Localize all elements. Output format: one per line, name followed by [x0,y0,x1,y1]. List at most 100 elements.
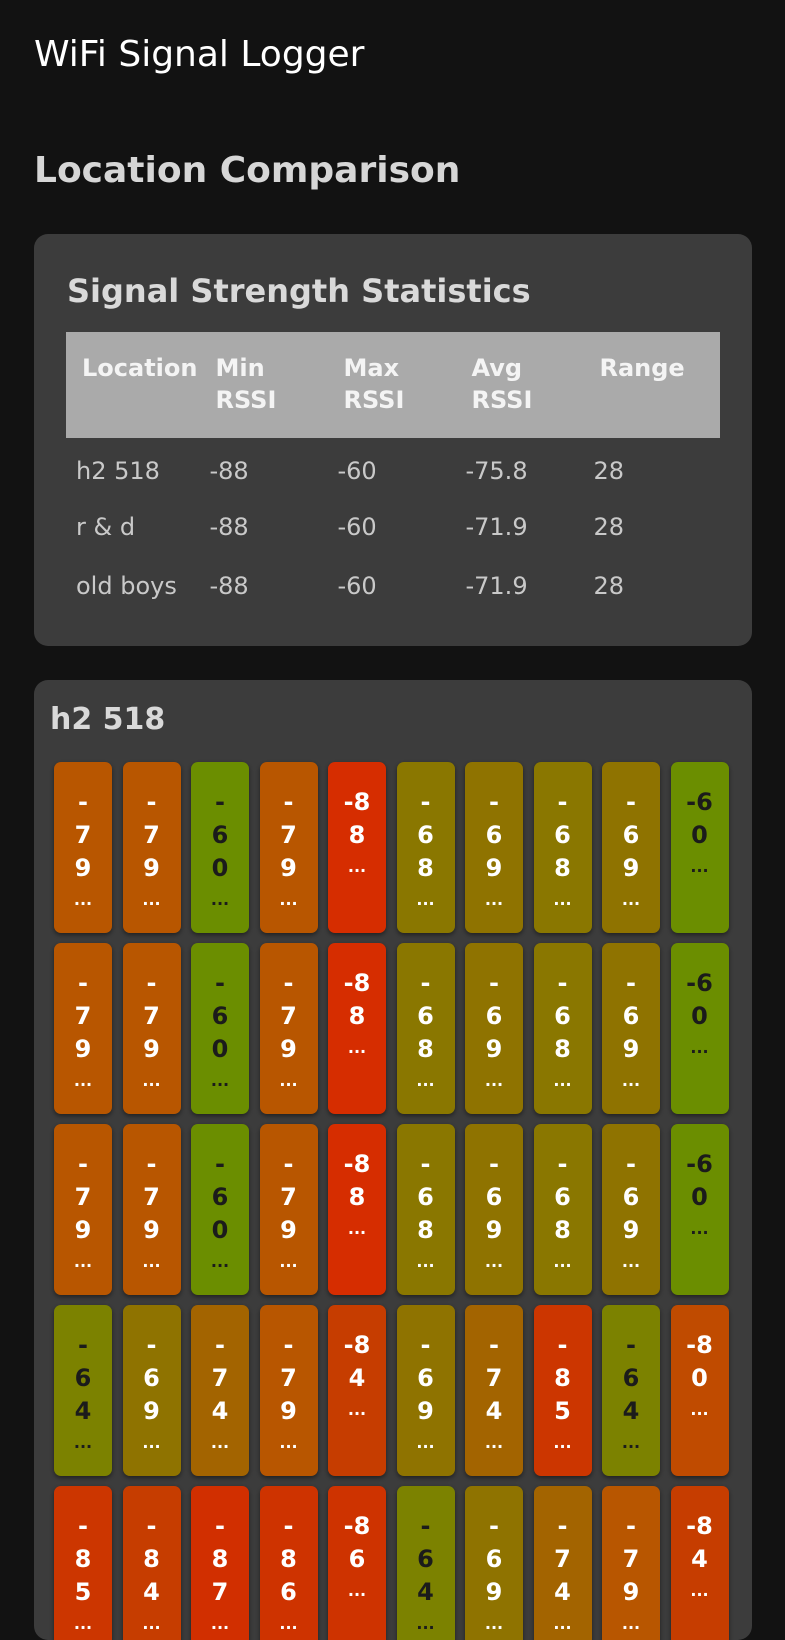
signal-tile-value: - [146,1331,157,1359]
signal-tile[interactable]: - 6 9... [465,1124,523,1295]
signal-tile[interactable]: - 7 9... [54,1124,112,1295]
signal-tile[interactable]: -8 0... [670,1305,729,1476]
signal-tile[interactable]: -6 0... [191,943,249,1114]
signal-tile[interactable]: -8 4... [328,1305,386,1476]
signal-tile-ellipsis: ... [621,1614,641,1633]
signal-tile-value: 9 [622,854,640,882]
signal-tile[interactable]: - 7 9... [602,1486,660,1640]
signal-tile[interactable]: - 6 9... [122,1305,181,1476]
signal-tile[interactable]: -6 0... [670,762,729,933]
stats-title: Signal Strength Statistics [67,272,531,310]
signal-tile-value: 6 [485,821,503,849]
signal-tile[interactable]: - 6 8... [533,943,592,1114]
signal-tile[interactable]: - 6 8... [396,943,455,1114]
signal-tile[interactable]: - 8 7... [191,1486,249,1640]
signal-tile-ellipsis: ... [73,890,93,909]
signal-tile-ellipsis: ... [690,1581,709,1600]
signal-tile[interactable]: -8 8... [328,1124,386,1295]
signal-tile-ellipsis: ... [73,1252,93,1271]
signal-tile-value: 6 [417,1545,434,1573]
signal-tile[interactable]: - 7 4... [191,1305,249,1476]
signal-tile[interactable]: -6 0... [670,1124,729,1295]
signal-tile-value: 9 [143,1035,160,1063]
signal-tile[interactable]: - 7 9... [259,762,318,933]
signal-tile[interactable]: - 6 9... [602,762,660,933]
signal-tile[interactable]: -8 6... [328,1486,386,1640]
signal-tile[interactable]: -8 4... [670,1486,729,1640]
signal-tile[interactable]: - 8 5... [533,1305,592,1476]
signal-tile-value: 9 [485,854,503,882]
signal-tile[interactable]: - 7 9... [259,1305,318,1476]
signal-tile[interactable]: -6 0... [191,762,249,933]
signal-tile-ellipsis: ... [210,1252,230,1271]
signal-tile-value: 4 [74,1397,92,1425]
signal-tile[interactable]: - 7 9... [259,1124,318,1295]
signal-tile-value: 7 [485,1364,503,1392]
signal-tile[interactable]: - 6 9... [602,943,660,1114]
signal-tile-value: 8 [348,821,366,849]
signal-tile-value: 4 [417,1578,434,1606]
signal-tile-ellipsis: ... [484,1252,504,1271]
signal-tile[interactable]: -8 8... [328,762,386,933]
signal-tile[interactable]: -6 0... [191,1124,249,1295]
signal-tile[interactable]: - 6 4... [396,1486,455,1640]
signal-tile[interactable]: - 7 4... [465,1305,523,1476]
signal-tile[interactable]: - 6 9... [602,1124,660,1295]
signal-tile[interactable]: -8 6... [259,1486,318,1640]
signal-tile[interactable]: - 6 8... [396,762,455,933]
signal-tile-value: - [146,1512,157,1540]
stats-cell: -60 [337,571,377,600]
signal-tile-value: 5 [74,1578,92,1606]
signal-tile[interactable]: - 6 9... [396,1305,455,1476]
signal-tile[interactable]: - 6 9... [465,943,523,1114]
signal-tile[interactable]: -8 4... [122,1486,181,1640]
signal-tile-value: - [78,1512,88,1540]
signal-tile[interactable]: - 7 9... [54,762,112,933]
signal-tile-value: 6 [554,1002,571,1030]
signal-tile-value: - [215,969,225,997]
signal-tile-value: 6 [211,1002,229,1030]
signal-tile-ellipsis: ... [484,1433,504,1452]
stats-cell: r & d [76,512,136,541]
signal-tile-value: - [283,969,294,997]
signal-tile-ellipsis: ... [553,1071,572,1090]
signal-tile[interactable]: - 6 8... [533,1124,592,1295]
signal-tile-value: 8 [554,1035,571,1063]
signal-tile-value: 9 [280,1397,297,1425]
signal-tile-value: 6 [348,1545,366,1573]
signal-tile-value: 6 [554,1183,571,1211]
signal-tile-value: 7 [211,1364,229,1392]
signal-tile[interactable]: - 6 9... [465,762,523,933]
signal-tile[interactable]: - 7 9... [122,943,181,1114]
signal-tile[interactable]: - 7 9... [54,943,112,1114]
signal-tile-value: - [557,788,568,816]
signal-tile[interactable]: - 7 4... [533,1486,592,1640]
signal-tile-value: - [626,1331,636,1359]
signal-tile[interactable]: - 6 4... [54,1305,112,1476]
signal-tile-value: 4 [211,1397,229,1425]
stats-column-header: Avg RSSI [455,332,583,438]
signal-tile-ellipsis: ... [416,1433,435,1452]
signal-tile-ellipsis: ... [279,1071,298,1090]
signal-tile[interactable]: - 7 9... [259,943,318,1114]
signal-tile[interactable]: - 6 8... [533,762,592,933]
signal-tile[interactable]: - 6 9... [465,1486,523,1640]
stats-cell: 28 [593,456,625,485]
signal-tile[interactable]: - 8 5... [54,1486,112,1640]
signal-tile-ellipsis: ... [73,1433,93,1452]
signal-tile-value: 7 [74,1183,92,1211]
stats-cell: h2 518 [76,456,160,485]
stats-cell: -88 [209,456,249,485]
signal-tile-value: 9 [485,1216,503,1244]
signal-tile-value: 6 [622,1002,640,1030]
signal-tile[interactable]: -8 8... [328,943,386,1114]
signal-tile[interactable]: - 6 4... [602,1305,660,1476]
signal-tile[interactable]: - 7 9... [122,1124,181,1295]
signal-tile-value: 6 [417,1364,434,1392]
signal-tile-value: - [489,788,499,816]
signal-tile[interactable]: -6 0... [670,943,729,1114]
signal-tile-value: 6 [485,1545,503,1573]
signal-tile[interactable]: - 6 8... [396,1124,455,1295]
signal-tile[interactable]: - 7 9... [122,762,181,933]
signal-tile-value: 9 [622,1578,640,1606]
